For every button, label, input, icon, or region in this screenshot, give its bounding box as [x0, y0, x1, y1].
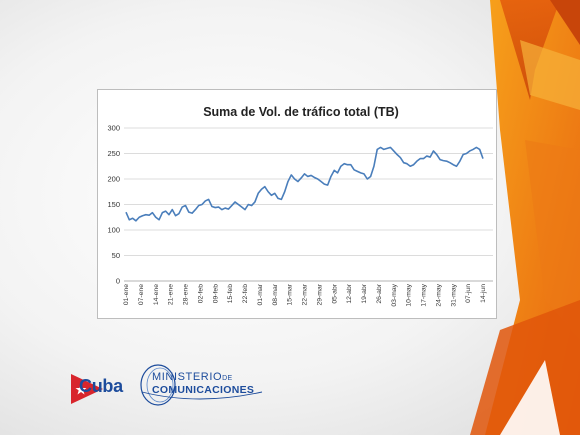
x-tick-label: 07-ene: [138, 284, 145, 305]
x-tick-label: 15-feb: [227, 284, 234, 303]
bottom-white-triangle: [500, 360, 560, 435]
x-tick-label: 07-jun: [465, 284, 472, 303]
x-axis-ticks: 01-ene 07-ene 14-ene 21-ene 28-ene 02-feb 09-f…: [123, 283, 487, 306]
top-right-dark-corner: [550, 0, 580, 45]
chart-frame: Suma de Vol. de tráfico total (TB) 0 50 10…: [97, 89, 497, 319]
y-tick-label: 300: [107, 124, 120, 133]
y-tick-label: 150: [107, 200, 120, 209]
x-tick-label: 12-abr: [346, 283, 353, 303]
x-tick-label: 08-mar: [272, 283, 279, 305]
x-tick-label: 21-ene: [168, 284, 175, 305]
x-tick-label: 31-may: [450, 283, 457, 306]
cuba-flag-triangle-icon: [71, 374, 103, 404]
x-tick-label: 22-mar: [302, 283, 309, 305]
x-tick-label: 22-feb: [242, 284, 249, 303]
line-chart: Suma de Vol. de tráfico total (TB) 0 50 10…: [107, 105, 493, 307]
x-tick-label: 29-mar: [316, 283, 323, 305]
x-tick-label: 17-may: [421, 283, 428, 306]
x-tick-label: 10-may: [406, 283, 413, 306]
x-tick-label: 03-may: [391, 283, 398, 306]
ministerio-logo-line2: COMUNICACIONES: [152, 384, 255, 396]
ministerio-swirl-icon: [140, 364, 263, 406]
x-tick-label: 01-mar: [257, 283, 264, 305]
y-tick-label: 200: [107, 175, 120, 184]
right-light-stripe: [520, 40, 580, 110]
series-layer: [125, 146, 484, 222]
x-tick-label: 28-ene: [183, 284, 190, 305]
x-tick-label: 05-abr: [331, 283, 338, 303]
x-tick-label: 19-abr: [361, 283, 368, 303]
y-tick-label: 250: [107, 149, 120, 158]
series-line: [125, 146, 484, 222]
x-tick-label: 26-abr: [376, 283, 383, 303]
grid-lines: [124, 127, 493, 282]
cuba-logo-text: Cuba: [79, 376, 123, 396]
y-tick-label: 100: [107, 226, 120, 235]
x-tick-label: 01-ene: [123, 284, 130, 305]
x-tick-label: 14-jun: [480, 284, 487, 303]
x-tick-label: 14-ene: [153, 284, 160, 305]
x-tick-label: 15-mar: [287, 283, 294, 305]
x-tick-label: 24-may: [435, 283, 442, 306]
y-axis-ticks: 0 50 100 150 200 250 300: [107, 124, 120, 286]
x-tick-label: 02-feb: [197, 284, 204, 303]
y-tick-label: 0: [116, 277, 120, 286]
x-tick-label: 09-feb: [212, 284, 219, 303]
y-tick-label: 50: [112, 251, 120, 260]
right-mid-stripe: [525, 140, 580, 340]
chart-title: Suma de Vol. de tráfico total (TB): [203, 105, 399, 119]
ministerio-logo-line1: MINISTERIODE: [152, 371, 233, 383]
